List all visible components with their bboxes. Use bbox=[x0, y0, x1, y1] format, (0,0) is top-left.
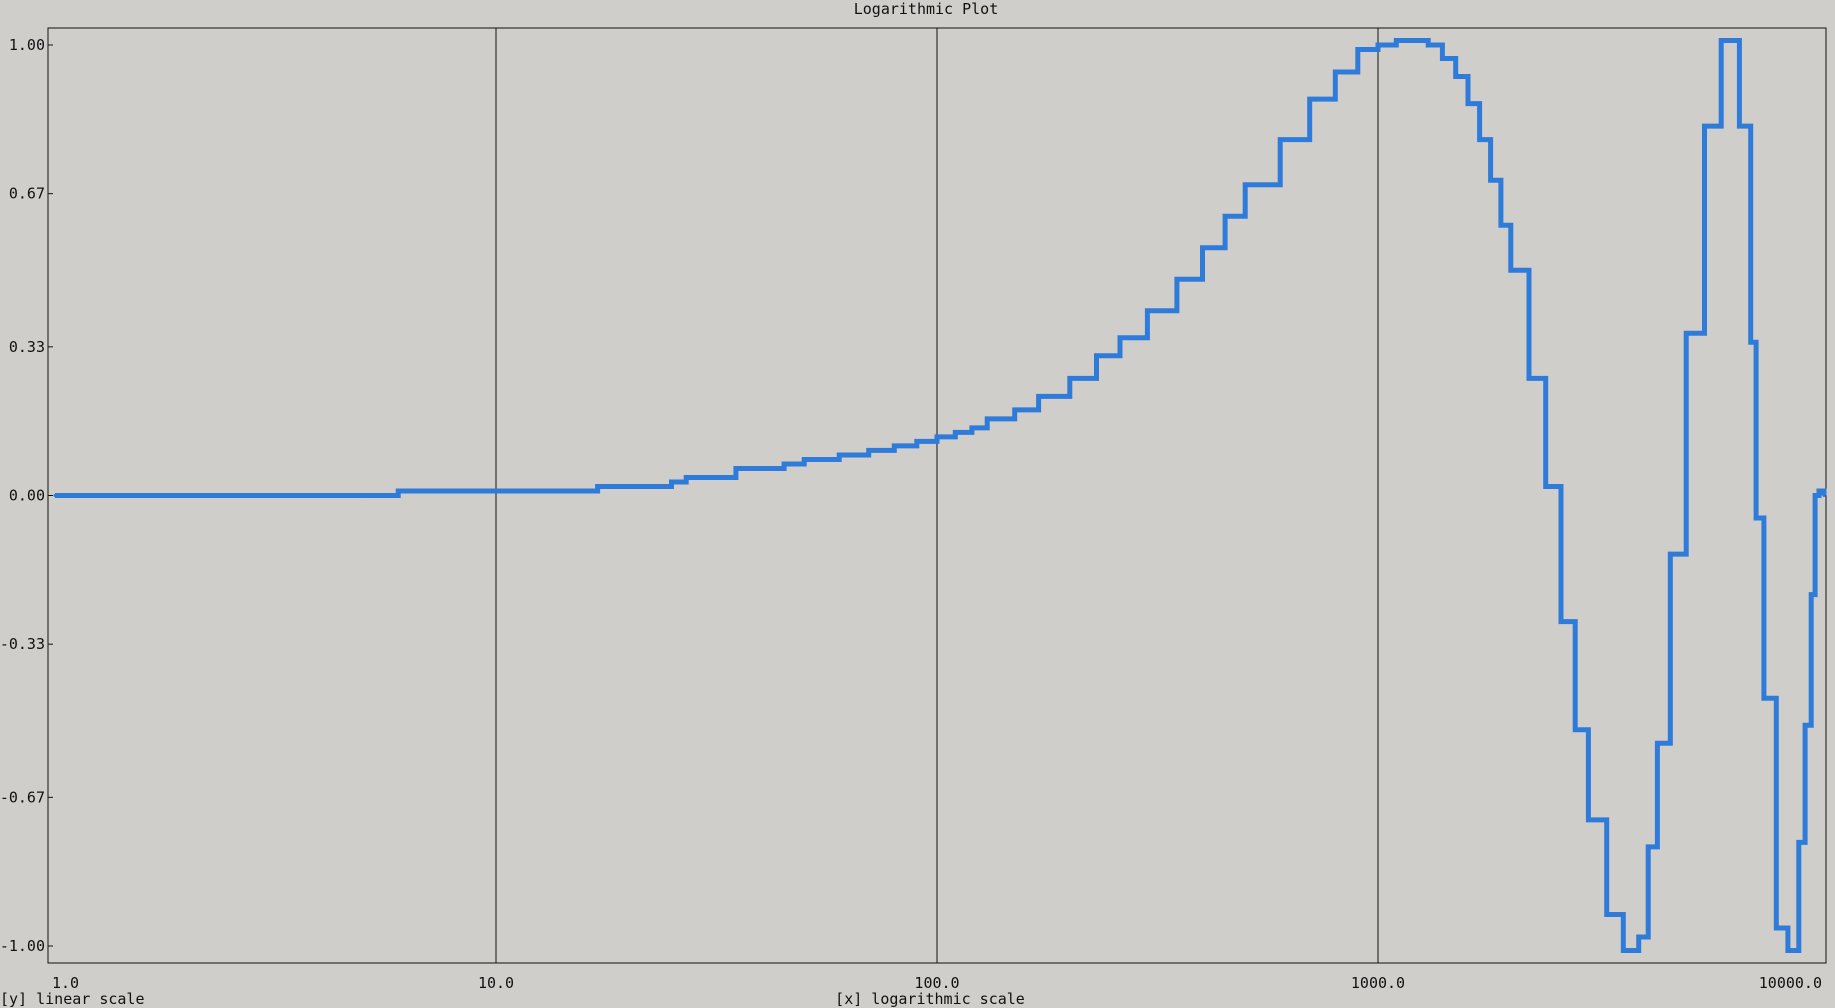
data-point bbox=[1559, 620, 1563, 624]
data-point bbox=[572, 489, 576, 493]
data-point bbox=[1478, 138, 1482, 142]
data-point bbox=[1621, 949, 1625, 953]
data-point bbox=[802, 457, 806, 461]
data-point bbox=[1786, 949, 1790, 953]
x-axis-label: [x] logarithmic scale bbox=[835, 990, 1025, 1008]
chart-title: Logarithmic Plot bbox=[854, 0, 999, 18]
data-point bbox=[1145, 309, 1149, 313]
data-point bbox=[669, 480, 673, 484]
data-point bbox=[1175, 277, 1179, 281]
data-point bbox=[1013, 408, 1017, 412]
data-point bbox=[361, 494, 365, 497]
data-point bbox=[396, 489, 400, 493]
y-tick-label: -0.67 bbox=[0, 788, 45, 806]
data-point bbox=[53, 494, 57, 497]
data-point bbox=[837, 453, 841, 457]
y-tick-label: 0.67 bbox=[9, 185, 45, 203]
data-point bbox=[953, 430, 957, 434]
data-point bbox=[1729, 38, 1733, 42]
data-point bbox=[1243, 183, 1247, 187]
data-point bbox=[1489, 178, 1493, 182]
data-point bbox=[915, 439, 919, 443]
data-point bbox=[760, 466, 764, 470]
data-point bbox=[1719, 38, 1723, 42]
data-point bbox=[935, 435, 939, 439]
x-tick-label: 1000.0 bbox=[1351, 974, 1405, 992]
data-point bbox=[1223, 214, 1227, 218]
y-tick-label: 1.00 bbox=[9, 36, 45, 54]
data-point bbox=[1333, 70, 1337, 74]
data-point bbox=[1822, 494, 1826, 497]
data-point bbox=[1201, 246, 1205, 250]
data-point bbox=[782, 462, 786, 466]
data-point bbox=[1376, 43, 1380, 47]
data-point bbox=[1544, 484, 1548, 488]
data-point bbox=[892, 444, 896, 448]
data-point bbox=[867, 448, 871, 452]
x-tick-label: 10000.0 bbox=[1759, 974, 1822, 992]
data-point bbox=[596, 484, 600, 488]
data-point bbox=[1037, 394, 1041, 398]
data-point bbox=[1703, 124, 1706, 128]
data-point bbox=[1684, 331, 1688, 335]
data-point bbox=[1068, 376, 1072, 380]
data-point bbox=[1426, 43, 1430, 47]
y-tick-labels: 1.00 0.67 0.33 0.00 -0.33 -0.67 -1.00 bbox=[0, 36, 53, 955]
data-point bbox=[494, 489, 498, 493]
data-point bbox=[1586, 818, 1590, 822]
data-point bbox=[1655, 741, 1659, 745]
series-line-1 bbox=[55, 38, 1827, 953]
data-point bbox=[684, 475, 688, 479]
data-point bbox=[1737, 124, 1741, 128]
data-point bbox=[1509, 268, 1513, 272]
y-axis-label: [y] linear scale bbox=[0, 990, 145, 1008]
data-point bbox=[1356, 48, 1360, 52]
grid bbox=[495, 28, 1379, 963]
data-point bbox=[1749, 340, 1753, 344]
data-point bbox=[970, 426, 974, 430]
data-point bbox=[1637, 935, 1641, 939]
data-point bbox=[1668, 552, 1672, 556]
y-tick-label: 0.33 bbox=[9, 338, 45, 356]
data-point bbox=[1754, 516, 1758, 520]
x-tick-label: 100.0 bbox=[914, 974, 959, 992]
data-point bbox=[1762, 696, 1766, 700]
data-point bbox=[1454, 75, 1458, 79]
data-point bbox=[1499, 223, 1503, 227]
data-point bbox=[1774, 926, 1778, 930]
data-point bbox=[1118, 336, 1122, 340]
data-point bbox=[1440, 57, 1444, 61]
data-point bbox=[1803, 723, 1807, 727]
data-point bbox=[1646, 845, 1650, 849]
x-tick-labels: 1.0 10.0 100.0 1000.0 10000.0 bbox=[52, 974, 1822, 992]
data-point bbox=[734, 466, 738, 470]
y-tick-label: -0.33 bbox=[0, 635, 45, 653]
data-point bbox=[1411, 38, 1415, 42]
y-tick-label: -1.00 bbox=[0, 937, 45, 955]
data-point bbox=[1278, 138, 1282, 142]
data-point bbox=[1809, 593, 1813, 597]
data-point bbox=[1813, 494, 1817, 497]
data-point bbox=[1308, 97, 1312, 101]
x-tick-label: 10.0 bbox=[478, 974, 514, 992]
data-point bbox=[1605, 912, 1609, 916]
data-point bbox=[704, 475, 708, 479]
data-point bbox=[1394, 38, 1398, 42]
series bbox=[53, 38, 1827, 953]
data-point bbox=[1095, 354, 1099, 358]
data-point bbox=[627, 484, 631, 488]
data-point bbox=[985, 417, 989, 421]
data-point bbox=[1573, 728, 1577, 732]
data-point bbox=[1817, 489, 1821, 493]
data-point bbox=[1466, 102, 1470, 106]
x-tick-label: 1.0 bbox=[52, 974, 79, 992]
data-point bbox=[1527, 376, 1531, 380]
data-point bbox=[1797, 840, 1801, 844]
y-tick-label: 0.00 bbox=[9, 487, 45, 505]
